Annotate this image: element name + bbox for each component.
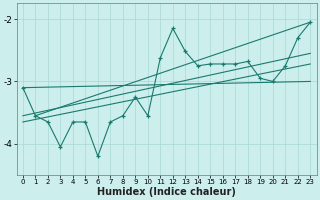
X-axis label: Humidex (Indice chaleur): Humidex (Indice chaleur) — [97, 187, 236, 197]
